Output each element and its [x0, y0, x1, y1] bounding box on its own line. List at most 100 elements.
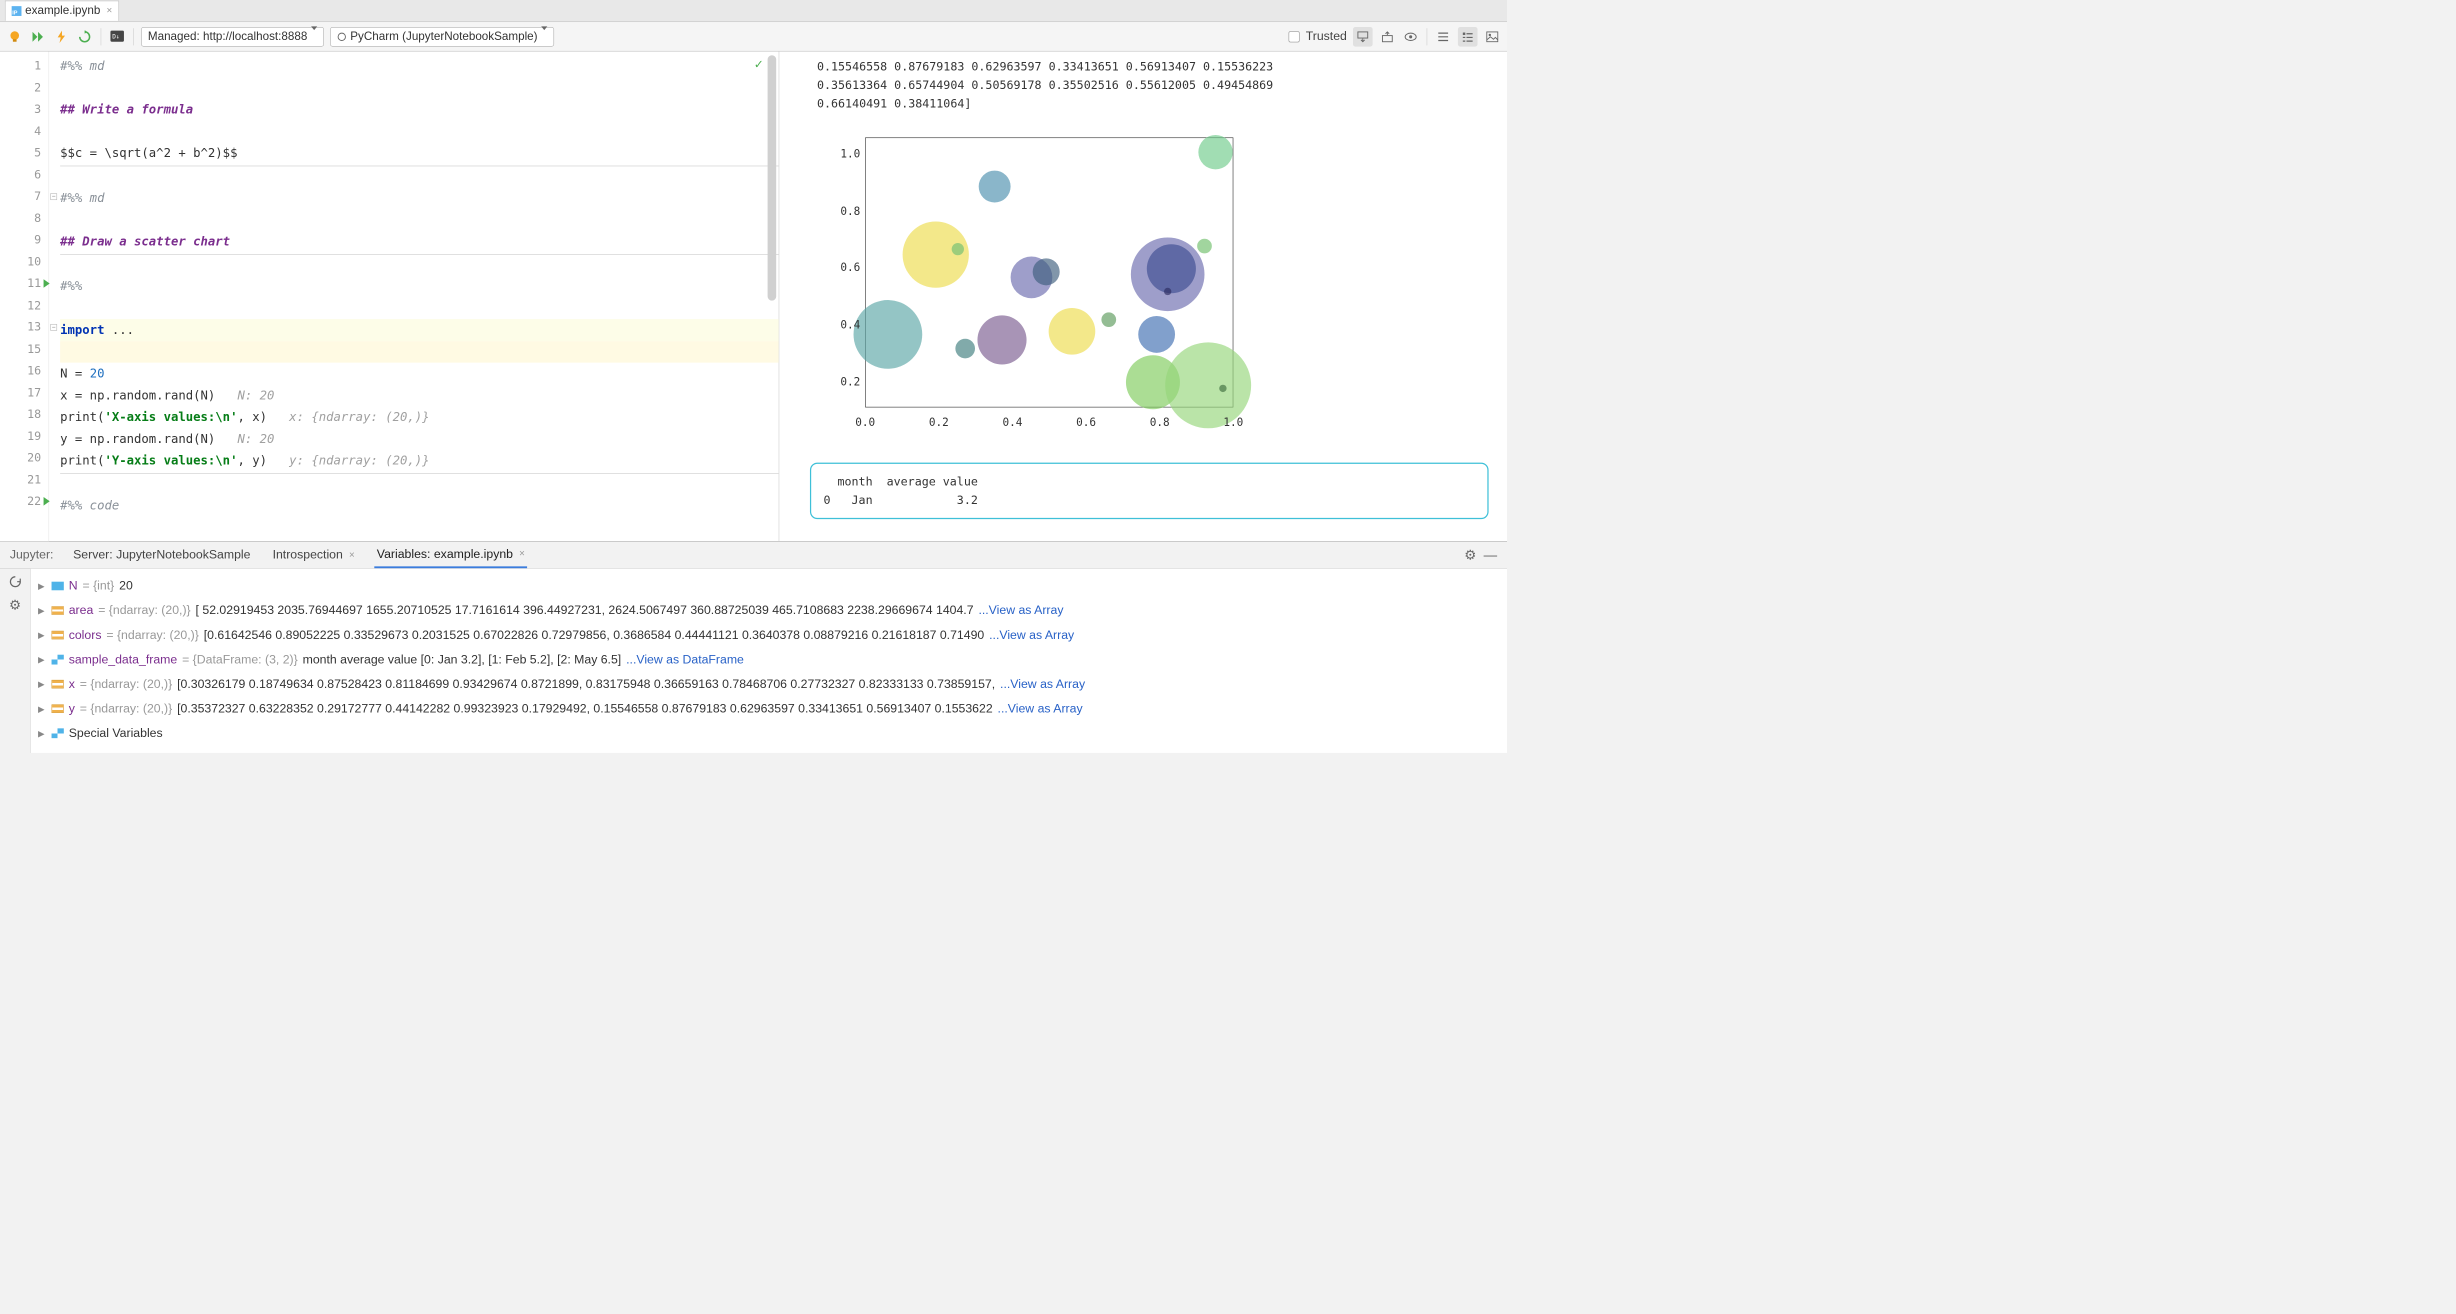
gear-icon[interactable]: ⚙ [1464, 547, 1476, 563]
lightning-icon[interactable] [53, 28, 70, 45]
variable-row[interactable]: ▶colors = {ndarray: (20,)} [0.61642546 0… [38, 623, 1500, 648]
introspection-tab[interactable]: Introspection × [270, 543, 357, 567]
variable-row[interactable]: ▶y = {ndarray: (20,)} [0.35372327 0.6322… [38, 696, 1500, 721]
settings-icon[interactable]: ⚙ [9, 597, 21, 613]
line-number: 18 [0, 404, 48, 426]
image-icon[interactable] [1484, 28, 1501, 45]
code-area[interactable]: ✓ #%% md## Write a formula$$c = \sqrt(a^… [49, 52, 779, 542]
code-line[interactable]: print('Y-axis values:\n', y) y: {ndarray… [60, 450, 779, 472]
code-line[interactable] [60, 77, 779, 99]
view-as-link[interactable]: ...View as Array [989, 623, 1074, 648]
line-number: 4 [0, 121, 48, 143]
detail-list-icon[interactable] [1459, 28, 1476, 45]
cell-below-icon[interactable] [1354, 28, 1371, 45]
line-number: 13− [0, 317, 48, 339]
code-line[interactable]: ## Write a formula [60, 99, 779, 121]
var-name: sample_data_frame [69, 647, 177, 672]
code-line[interactable] [60, 473, 779, 495]
special-variables-row[interactable]: ▶Special Variables [38, 721, 1500, 746]
data-icon[interactable]: D↓ [109, 28, 126, 45]
close-icon[interactable]: × [106, 6, 112, 17]
code-line[interactable]: #%% md [60, 55, 779, 77]
variable-row[interactable]: ▶sample_data_frame = {DataFrame: (3, 2)}… [38, 647, 1500, 672]
restart-icon[interactable] [76, 28, 93, 45]
expand-icon[interactable]: ▶ [38, 672, 47, 697]
var-value: 20 [119, 574, 133, 599]
line-number: 1 [0, 55, 48, 77]
view-as-link[interactable]: ...View as Array [978, 598, 1063, 623]
line-number: 10 [0, 251, 48, 273]
output-text: 0.15546558 0.87679183 0.62963597 0.33413… [810, 58, 1489, 113]
line-number: 6 [0, 164, 48, 186]
close-icon[interactable]: × [519, 549, 525, 560]
x-tick-label: 0.8 [1147, 414, 1172, 432]
variable-row[interactable]: ▶area = {ndarray: (20,)} [ 52.02919453 2… [38, 598, 1500, 623]
code-line[interactable]: import ... [60, 319, 779, 341]
lightbulb-icon[interactable] [6, 28, 23, 45]
toolbar-separator [101, 28, 102, 45]
trusted-checkbox[interactable] [1289, 31, 1300, 42]
bubble-point [1219, 384, 1226, 391]
server-tab-label: Server: JupyterNotebookSample [73, 548, 250, 562]
variables-tab[interactable]: Variables: example.ipynb × [374, 542, 527, 568]
x-tick-label: 0.0 [853, 414, 878, 432]
bubble-point [1198, 135, 1232, 169]
refresh-icon[interactable] [8, 575, 21, 588]
close-icon[interactable]: × [349, 549, 355, 560]
variable-row[interactable]: ▶N = {int} 20 [38, 574, 1500, 599]
expand-icon[interactable]: ▶ [38, 647, 47, 672]
variable-row[interactable]: ▶x = {ndarray: (20,)} [0.30326179 0.1874… [38, 672, 1500, 697]
var-type-icon [52, 680, 64, 689]
code-line[interactable] [60, 209, 779, 231]
code-line[interactable]: #%% md [60, 187, 779, 209]
view-as-link[interactable]: ...View as Array [998, 696, 1083, 721]
bubble-point [1033, 258, 1060, 285]
code-line[interactable]: #%% code [60, 495, 779, 517]
output-pane: 0.15546558 0.87679183 0.62963597 0.33413… [779, 52, 1507, 542]
line-number: 7− [0, 186, 48, 208]
code-line[interactable]: #%% [60, 276, 779, 298]
code-line[interactable]: ## Draw a scatter chart [60, 231, 779, 253]
code-line[interactable]: $$c = \sqrt(a^2 + b^2)$$ [60, 142, 779, 164]
variables-panel: Jupyter: Server: JupyterNotebookSample I… [0, 541, 1507, 753]
server-tab[interactable]: Server: JupyterNotebookSample [71, 543, 253, 567]
eye-icon[interactable] [1402, 28, 1419, 45]
bubble-point [979, 170, 1011, 202]
scatter-chart: 0.20.40.60.81.0 0.00.20.40.60.81.0 [816, 131, 1258, 450]
server-dropdown[interactable]: Managed: http://localhost:8888 [141, 27, 324, 47]
list-icon[interactable] [1435, 28, 1452, 45]
variables-list: ▶N = {int} 20▶area = {ndarray: (20,)} [ … [31, 569, 1507, 753]
x-tick-label: 1.0 [1221, 414, 1246, 432]
view-as-link[interactable]: ...View as Array [1000, 672, 1085, 697]
expand-icon[interactable]: ▶ [38, 721, 47, 746]
dataframe-output: month average value 0 Jan 3.2 [810, 463, 1489, 519]
kernel-dropdown[interactable]: PyCharm (JupyterNotebookSample) [330, 27, 554, 47]
var-type: = {ndarray: (20,)} [80, 696, 172, 721]
file-tab[interactable]: example.ipynb × [5, 1, 119, 21]
svg-text:D↓: D↓ [112, 33, 119, 40]
code-line[interactable] [60, 297, 779, 319]
toolbar-separator [133, 28, 134, 45]
code-line[interactable]: N = 20 [60, 363, 779, 385]
var-value: [0.35372327 0.63228352 0.29172777 0.4414… [177, 696, 993, 721]
expand-icon[interactable]: ▶ [38, 574, 47, 599]
cell-above-icon[interactable] [1379, 28, 1396, 45]
code-line[interactable]: print('X-axis values:\n', x) x: {ndarray… [60, 406, 779, 428]
view-as-link[interactable]: ...View as DataFrame [626, 647, 744, 672]
scrollbar-thumb[interactable] [768, 55, 777, 300]
server-dropdown-label: Managed: http://localhost:8888 [148, 30, 307, 43]
code-line[interactable] [60, 165, 779, 187]
code-line[interactable]: y = np.random.rand(N) N: 20 [60, 428, 779, 450]
bubble-point [1164, 288, 1171, 295]
code-line[interactable]: x = np.random.rand(N) N: 20 [60, 384, 779, 406]
code-line[interactable] [60, 121, 779, 143]
expand-icon[interactable]: ▶ [38, 598, 47, 623]
code-line[interactable] [60, 254, 779, 276]
run-all-icon[interactable] [29, 28, 46, 45]
expand-icon[interactable]: ▶ [38, 623, 47, 648]
minimize-icon[interactable]: — [1484, 547, 1497, 563]
panel-sidebar: ⚙ [0, 569, 31, 753]
var-type-icon [52, 631, 64, 640]
expand-icon[interactable]: ▶ [38, 696, 47, 721]
code-line[interactable] [60, 341, 779, 363]
